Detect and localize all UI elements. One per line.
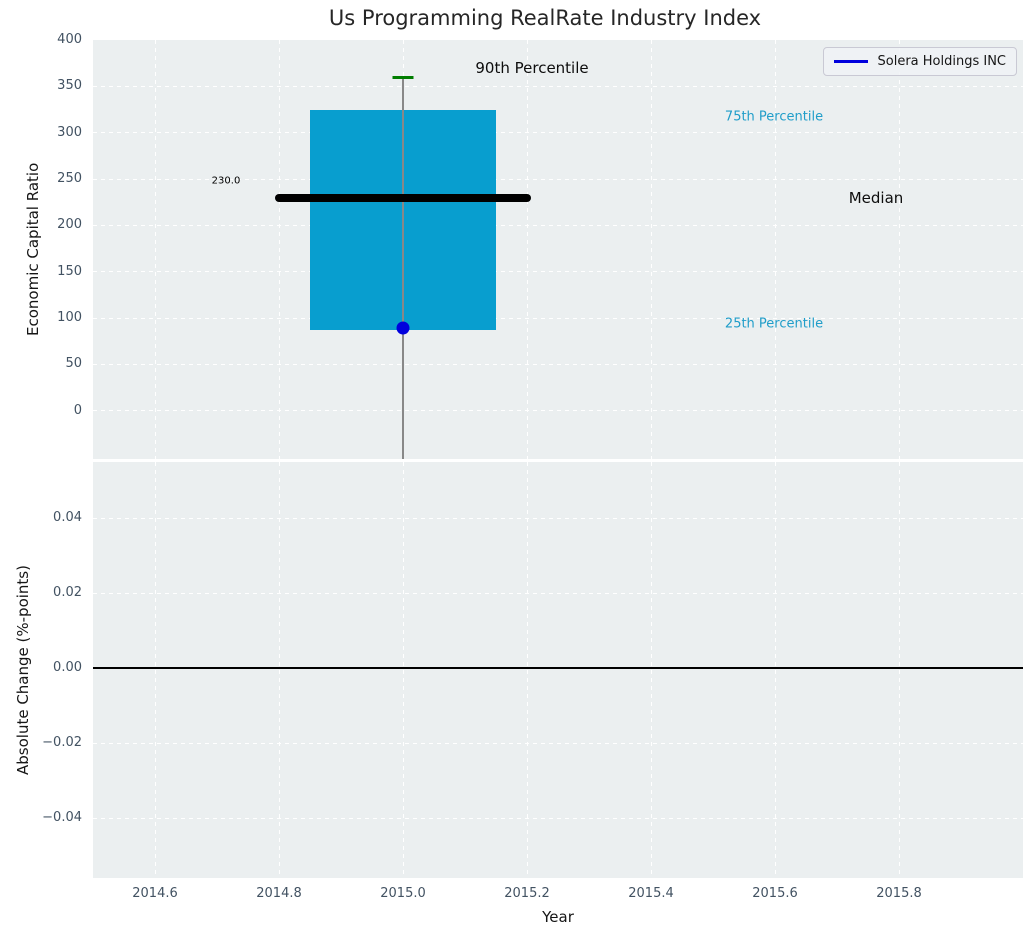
y-tick-label: −0.02	[42, 735, 82, 751]
x-axis-label: Year	[542, 908, 574, 926]
x-tick-label: 2015.4	[628, 886, 674, 901]
gridline-vertical	[526, 462, 528, 878]
gridline-vertical	[898, 462, 900, 878]
y-tick-label: 50	[65, 356, 82, 372]
annotation-75th-percentile: 75th Percentile	[724, 109, 824, 125]
gridline-vertical	[650, 462, 652, 878]
y-tick-label: 250	[57, 171, 82, 187]
annotation-25th-percentile: 25th Percentile	[724, 316, 824, 332]
gridline-horizontal	[93, 592, 1023, 594]
gridline-horizontal	[93, 517, 1023, 519]
gridline-horizontal	[93, 410, 1023, 412]
y-tick-label: 200	[57, 217, 82, 233]
y-tick-label: 0	[73, 402, 82, 418]
90th-percentile-cap-icon	[392, 75, 414, 79]
annotation-90th-percentile: 90th Percentile	[475, 59, 589, 78]
chart-title: Us Programming RealRate Industry Index	[328, 6, 762, 30]
gridline-vertical	[402, 462, 404, 878]
gridline-vertical	[278, 40, 280, 459]
y-tick-label: 400	[57, 32, 82, 47]
y-tick-label: 0.02	[53, 585, 82, 601]
gridline-vertical	[278, 462, 280, 878]
legend-label: Solera Holdings INC	[877, 54, 1007, 69]
gridline-horizontal	[93, 817, 1023, 819]
annotation-median: Median	[848, 188, 904, 207]
gridline-vertical	[154, 462, 156, 878]
y-tick-label: 0.04	[53, 510, 82, 526]
x-tick-label: 2015.6	[752, 886, 798, 901]
x-tick-label: 2015.8	[876, 886, 922, 901]
gridline-vertical	[774, 462, 776, 878]
gridline-horizontal	[93, 742, 1023, 744]
absolute-change-axes	[93, 462, 1023, 878]
gridline-horizontal	[93, 317, 1023, 319]
legend-line-swatch	[833, 60, 868, 63]
whisker-line	[402, 77, 404, 459]
y-tick-label: 300	[57, 124, 82, 140]
x-tick-label: 2015.2	[504, 886, 550, 901]
gridline-horizontal	[93, 363, 1023, 365]
gridline-vertical	[650, 40, 652, 459]
gridline-horizontal	[93, 132, 1023, 134]
median-line	[275, 193, 531, 202]
gridline-vertical	[774, 40, 776, 459]
capital-ratio-axes: 90th Percentile 75th Percentile 25th Per…	[93, 40, 1023, 459]
gridline-horizontal	[93, 85, 1023, 87]
y-tick-label: 100	[57, 310, 82, 326]
gridline-vertical	[526, 40, 528, 459]
company-marker	[396, 321, 410, 335]
y-tick-label: −0.04	[42, 810, 82, 826]
x-tick-label: 2014.8	[256, 886, 302, 901]
x-tick-label: 2014.6	[132, 886, 178, 901]
y-tick-label: 0.00	[53, 660, 82, 676]
y-tick-label: 350	[57, 78, 82, 94]
y-tick-label: 150	[57, 263, 82, 279]
y-axis-label-top: Economic Capital Ratio	[24, 162, 42, 337]
zero-line	[93, 667, 1023, 670]
annotation-median-value: 230.0	[211, 175, 241, 187]
gridline-horizontal	[93, 178, 1023, 180]
gridline-vertical	[898, 40, 900, 459]
gridline-horizontal	[93, 271, 1023, 273]
gridline-horizontal	[93, 224, 1023, 226]
gridline-vertical	[154, 40, 156, 459]
x-tick-label: 2015.0	[380, 886, 426, 901]
legend: Solera Holdings INC	[822, 47, 1017, 76]
